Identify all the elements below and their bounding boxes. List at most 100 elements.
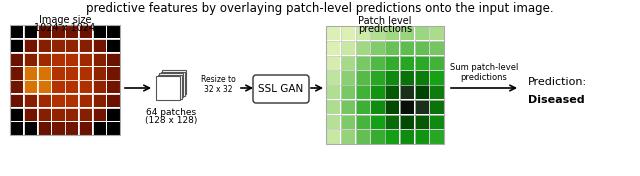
Bar <box>106 52 120 66</box>
Bar <box>355 55 371 70</box>
Bar <box>371 85 385 99</box>
Bar <box>10 25 24 38</box>
Bar <box>326 70 340 85</box>
Bar <box>52 108 65 121</box>
Bar <box>385 26 400 41</box>
Bar <box>400 115 415 129</box>
Text: 64 patches: 64 patches <box>146 108 196 117</box>
Bar <box>106 80 120 93</box>
Bar <box>400 115 414 129</box>
Bar <box>24 80 37 93</box>
Bar <box>38 39 51 52</box>
Bar <box>24 25 38 39</box>
Text: predictions: predictions <box>358 24 412 34</box>
Bar <box>400 26 414 40</box>
Bar <box>65 52 79 66</box>
Bar <box>24 67 37 80</box>
Bar <box>326 100 340 114</box>
Bar <box>93 122 106 135</box>
Bar <box>385 70 400 85</box>
Bar <box>106 67 120 80</box>
Bar <box>371 100 385 115</box>
Bar <box>341 85 355 99</box>
Bar <box>79 108 92 121</box>
Bar <box>79 52 93 66</box>
Bar <box>79 122 92 135</box>
Bar <box>79 67 92 80</box>
Bar <box>326 71 340 85</box>
Bar <box>341 56 355 70</box>
Bar <box>429 26 444 40</box>
Bar <box>415 115 429 129</box>
Bar <box>385 130 399 144</box>
Bar <box>38 122 51 135</box>
Bar <box>355 85 371 100</box>
Bar <box>371 115 385 129</box>
Bar <box>340 129 355 144</box>
Bar <box>371 100 385 114</box>
Bar <box>65 108 79 121</box>
Bar <box>415 56 429 70</box>
Bar <box>371 71 385 85</box>
Bar <box>24 121 38 135</box>
Bar <box>10 80 24 94</box>
Bar <box>326 26 340 40</box>
Bar <box>24 122 37 135</box>
Bar <box>356 56 370 70</box>
Bar <box>341 115 355 129</box>
Bar <box>10 121 24 135</box>
Bar <box>415 115 429 129</box>
Bar <box>52 80 65 93</box>
Bar <box>93 67 106 80</box>
Bar <box>371 85 385 100</box>
Text: Sum patch-level
predictions: Sum patch-level predictions <box>450 63 518 82</box>
Bar <box>371 26 385 40</box>
Bar <box>326 85 340 100</box>
Bar <box>385 129 400 144</box>
Bar <box>38 108 51 121</box>
Bar <box>51 108 65 121</box>
Bar <box>38 108 51 121</box>
Bar <box>38 94 51 108</box>
Bar <box>326 100 340 115</box>
Bar <box>79 94 92 107</box>
Bar <box>93 108 106 121</box>
Bar <box>106 66 120 80</box>
Bar <box>65 25 79 38</box>
Bar <box>65 67 79 80</box>
Bar <box>93 25 106 38</box>
Bar <box>24 52 38 66</box>
Bar <box>51 66 65 80</box>
Bar <box>65 94 79 107</box>
Bar <box>38 53 51 66</box>
Bar <box>93 39 106 52</box>
Bar <box>10 94 24 108</box>
FancyBboxPatch shape <box>157 74 182 99</box>
Bar <box>326 26 444 144</box>
Bar <box>429 100 444 115</box>
Bar <box>38 94 51 107</box>
Bar <box>340 26 355 41</box>
Bar <box>385 85 400 100</box>
Bar <box>79 39 92 52</box>
Bar <box>24 108 37 121</box>
Bar <box>341 130 355 144</box>
Bar <box>10 52 24 66</box>
Bar <box>10 122 24 135</box>
Bar <box>10 80 24 93</box>
Bar <box>341 26 355 40</box>
Bar <box>415 130 429 144</box>
Bar <box>79 80 92 93</box>
Bar <box>106 39 120 52</box>
Bar <box>326 55 340 70</box>
Bar <box>38 66 51 80</box>
Bar <box>415 85 429 100</box>
Bar <box>355 115 371 129</box>
Bar <box>106 39 120 52</box>
Bar <box>385 115 400 129</box>
Bar <box>79 25 93 39</box>
Bar <box>93 39 106 52</box>
Bar <box>65 80 79 93</box>
Bar <box>106 80 120 94</box>
Bar <box>326 85 340 99</box>
